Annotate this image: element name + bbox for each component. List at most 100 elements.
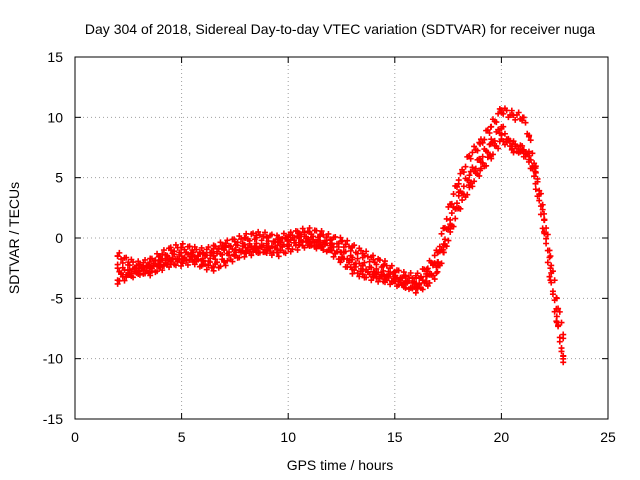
- data-marker: [318, 244, 325, 251]
- data-marker: [366, 258, 373, 265]
- data-marker: [244, 244, 251, 251]
- data-marker: [241, 234, 248, 241]
- data-marker: [503, 107, 510, 114]
- data-marker: [539, 201, 546, 208]
- data-marker: [203, 266, 210, 273]
- data-marker: [500, 123, 507, 130]
- data-marker: [558, 348, 565, 355]
- data-marker: [299, 225, 306, 232]
- data-marker: [517, 142, 524, 149]
- data-marker: [313, 227, 320, 234]
- data-marker: [520, 114, 527, 121]
- data-marker: [207, 259, 214, 266]
- data-marker: [289, 232, 296, 239]
- data-marker: [366, 271, 373, 278]
- data-marker: [457, 170, 464, 177]
- data-marker: [222, 262, 229, 269]
- data-marker: [531, 173, 538, 180]
- data-marker: [250, 230, 257, 237]
- data-marker: [404, 279, 411, 286]
- data-marker: [229, 258, 236, 265]
- data-marker: [356, 260, 363, 267]
- data-marker: [440, 249, 447, 256]
- data-marker: [546, 273, 553, 280]
- data-marker: [445, 237, 452, 244]
- data-marker: [541, 217, 548, 224]
- data-marker: [373, 265, 380, 272]
- data-marker: [532, 163, 539, 170]
- data-marker: [347, 264, 354, 271]
- data-marker: [253, 234, 260, 241]
- data-marker: [390, 273, 397, 280]
- data-marker: [282, 250, 289, 257]
- data-marker: [532, 186, 539, 193]
- y-tick-label: -5: [51, 290, 64, 306]
- data-marker: [479, 153, 486, 160]
- data-marker: [135, 258, 142, 265]
- data-marker: [301, 244, 308, 251]
- data-marker: [159, 267, 166, 274]
- data-marker: [373, 274, 380, 281]
- data-marker: [387, 271, 394, 278]
- data-marker: [500, 110, 507, 117]
- data-marker: [416, 280, 423, 287]
- data-marker: [188, 252, 195, 259]
- data-marker: [361, 259, 368, 266]
- data-marker: [260, 233, 267, 240]
- data-marker: [217, 239, 224, 246]
- data-marker: [460, 183, 467, 190]
- data-marker: [160, 247, 167, 254]
- data-marker: [287, 229, 294, 236]
- data-marker: [402, 272, 409, 279]
- data-marker: [553, 318, 560, 325]
- data-marker: [462, 163, 469, 170]
- y-tick-label: -15: [43, 411, 63, 427]
- data-marker: [519, 148, 526, 155]
- data-marker: [166, 264, 173, 271]
- data-marker: [495, 110, 502, 117]
- data-marker: [358, 247, 364, 254]
- data-marker: [363, 274, 370, 281]
- data-marker: [342, 241, 349, 248]
- data-marker: [354, 270, 361, 277]
- data-marker: [191, 261, 198, 268]
- data-marker: [315, 236, 322, 243]
- data-marker: [205, 262, 212, 269]
- data-marker: [203, 252, 210, 259]
- data-marker: [172, 262, 179, 269]
- data-marker: [512, 141, 519, 148]
- data-marker: [198, 244, 205, 251]
- data-marker: [251, 243, 258, 250]
- data-marker: [215, 246, 222, 253]
- data-marker: [369, 273, 376, 280]
- data-marker: [381, 258, 388, 265]
- data-marker: [375, 278, 382, 285]
- data-marker: [407, 270, 414, 277]
- data-marker: [286, 241, 293, 248]
- data-marker: [548, 279, 555, 286]
- data-marker: [369, 252, 376, 259]
- data-marker: [441, 236, 448, 243]
- data-marker: [226, 252, 233, 259]
- data-marker: [256, 231, 263, 238]
- data-marker: [378, 271, 385, 278]
- data-marker: [262, 246, 269, 253]
- data-marker: [453, 200, 460, 207]
- data-marker: [551, 308, 558, 315]
- data-marker: [477, 165, 484, 172]
- data-marker: [433, 270, 440, 277]
- data-marker: [147, 272, 154, 279]
- data-marker: [409, 279, 416, 286]
- data-marker: [371, 269, 378, 276]
- data-marker: [359, 267, 366, 274]
- data-marker: [224, 257, 231, 264]
- data-marker: [508, 143, 515, 150]
- data-marker: [459, 197, 466, 204]
- data-marker: [489, 151, 496, 158]
- data-marker: [534, 193, 541, 200]
- data-marker: [556, 334, 563, 341]
- data-marker: [217, 263, 224, 270]
- data-marker: [537, 211, 544, 218]
